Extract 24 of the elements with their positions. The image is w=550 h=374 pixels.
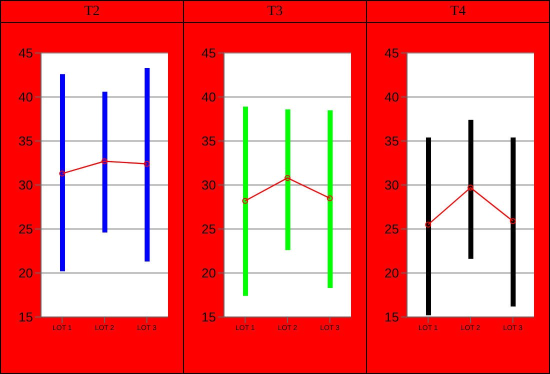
y-tick-label: 20	[202, 266, 216, 281]
y-tick-label: 40	[384, 90, 399, 105]
y-tick-label: 35	[384, 134, 399, 149]
y-tick-label: 20	[384, 266, 399, 281]
chart-title: T3	[184, 1, 366, 23]
y-tick-label: 15	[202, 310, 216, 325]
y-tick-label: 25	[18, 222, 33, 237]
y-tick-label: 30	[18, 178, 33, 193]
y-tick-label: 35	[18, 134, 33, 149]
y-tick-label: 25	[202, 222, 216, 237]
y-tick-label: 20	[18, 266, 33, 281]
y-tick-label: 45	[384, 46, 399, 61]
y-tick-label: 15	[18, 310, 33, 325]
y-tick-label: 30	[202, 178, 216, 193]
y-tick-label: 15	[384, 310, 399, 325]
y-tick-label: 40	[18, 90, 33, 105]
y-tick-label: 30	[384, 178, 399, 193]
y-tick-label: 25	[384, 222, 399, 237]
y-tick-label: 40	[202, 90, 216, 105]
y-tick-label: 45	[202, 46, 216, 61]
y-tick-label: 35	[202, 134, 216, 149]
y-tick-label: 45	[18, 46, 33, 61]
chart-title: T2	[1, 1, 183, 23]
chart-title: T4	[367, 1, 549, 23]
